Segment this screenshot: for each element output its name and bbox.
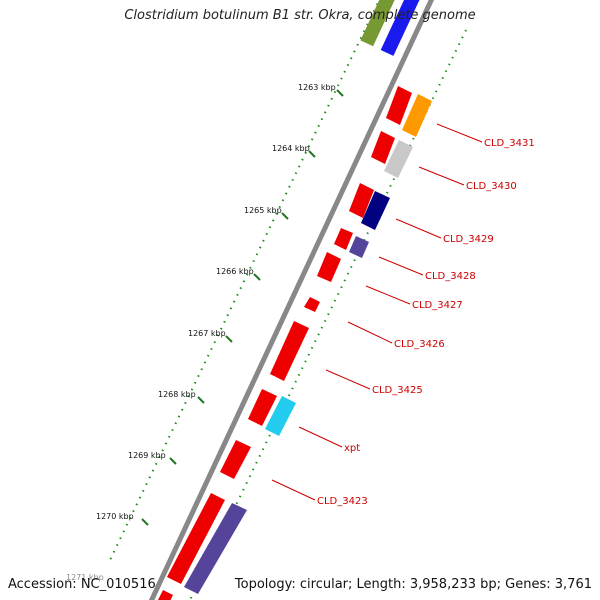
gene-arrow [334, 228, 353, 250]
tick-1265 [281, 212, 289, 220]
connector [378, 256, 424, 276]
gene-label: CLD_3430 [466, 181, 517, 192]
feature-cyan [265, 396, 296, 436]
gene-arrow [220, 440, 251, 479]
connector [365, 285, 411, 305]
kbp-label: 1263 kbp [298, 83, 336, 92]
connector [418, 166, 465, 186]
kbp-label: 1269 kbp [128, 451, 166, 460]
forward-genes [158, 86, 412, 600]
gene-arrow [167, 493, 225, 584]
feature-blue [380, 0, 422, 56]
connector [325, 369, 371, 390]
feature-slate [349, 236, 369, 258]
gene-arrow [158, 590, 173, 600]
genome-backbone [148, 0, 435, 600]
gene-arrow [317, 252, 341, 282]
tick-1263 [336, 89, 344, 97]
feature-grey [384, 140, 413, 178]
accession-text: Accession: NC_010516 [8, 577, 156, 592]
gene-arrow [349, 183, 374, 218]
tick-1270 [141, 518, 149, 526]
tick-1264 [308, 150, 316, 158]
tick-1268 [197, 396, 205, 404]
gene-arrow [248, 389, 277, 426]
feature-slate-long [184, 503, 247, 594]
gene-arrow [371, 131, 395, 164]
kbp-label: 1265 kbp [244, 206, 282, 215]
gene-arrow [386, 86, 412, 125]
tick-1267 [225, 335, 233, 343]
tick-1269 [169, 457, 177, 465]
kbp-label: 1264 kbp [272, 144, 310, 153]
connector [436, 123, 483, 143]
feature-olive [360, 0, 398, 47]
feature-orange [402, 94, 432, 137]
gene-label: CLD_3429 [443, 234, 494, 245]
gene-label: CLD_3427 [412, 300, 463, 311]
gene-label: xpt [344, 443, 360, 454]
map-title: Clostridium botulinum B1 str. Okra, comp… [124, 8, 476, 23]
connector [395, 218, 442, 239]
connector [271, 479, 316, 501]
kbp-label: 1266 kbp [216, 267, 254, 276]
top-features [360, 0, 422, 56]
connector [298, 426, 343, 448]
outer-dotted-track [109, 0, 381, 561]
genome-summary-text: Topology: circular; Length: 3,958,233 bp… [234, 577, 592, 592]
gene-label: CLD_3425 [372, 385, 423, 396]
kbp-label: 1267 kbp [188, 329, 226, 338]
inner-features [184, 94, 432, 594]
gene-arrow [270, 321, 309, 381]
kbp-ticks [141, 89, 344, 526]
feature-navy [361, 191, 390, 230]
gene-arrow [304, 297, 320, 312]
gene-label: CLD_3428 [425, 271, 476, 282]
label-connectors [271, 123, 483, 501]
kbp-label: 1271 kbp [66, 573, 104, 582]
gene-label: CLD_3423 [317, 496, 368, 507]
kbp-label: 1268 kbp [158, 390, 196, 399]
gene-label: CLD_3426 [394, 339, 445, 350]
tick-1266 [253, 273, 261, 281]
gene-label: CLD_3431 [484, 138, 535, 149]
kbp-label: 1270 kbp [96, 512, 134, 521]
connector [347, 321, 393, 344]
